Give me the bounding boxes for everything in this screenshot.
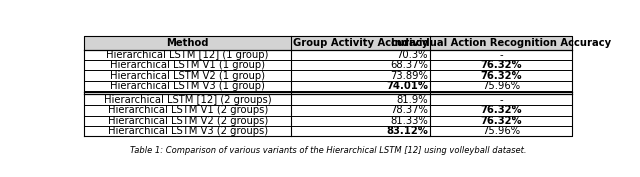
Text: 73.89%: 73.89%: [390, 71, 428, 81]
Text: 78.37%: 78.37%: [390, 105, 428, 115]
Text: Hierarchical LSTM [12] (1 group): Hierarchical LSTM [12] (1 group): [106, 50, 269, 60]
Text: 76.32%: 76.32%: [481, 116, 522, 126]
Text: 75.96%: 75.96%: [482, 126, 520, 136]
Text: Hierarchical LSTM V2 (1 group): Hierarchical LSTM V2 (1 group): [110, 71, 265, 81]
Text: Hierarchical LSTM [12] (2 groups): Hierarchical LSTM [12] (2 groups): [104, 95, 271, 105]
Text: Hierarchical LSTM V1 (1 group): Hierarchical LSTM V1 (1 group): [110, 60, 265, 70]
Text: 74.01%: 74.01%: [386, 81, 428, 91]
Text: -: -: [499, 95, 503, 105]
Text: Hierarchical LSTM V2 (2 groups): Hierarchical LSTM V2 (2 groups): [108, 116, 268, 126]
Text: 76.32%: 76.32%: [481, 105, 522, 115]
Text: Method: Method: [166, 38, 209, 48]
Text: Hierarchical LSTM V3 (1 group): Hierarchical LSTM V3 (1 group): [110, 81, 265, 91]
Text: 81.33%: 81.33%: [390, 116, 428, 126]
Text: 76.32%: 76.32%: [481, 71, 522, 81]
Text: Hierarchical LSTM V1 (2 groups): Hierarchical LSTM V1 (2 groups): [108, 105, 268, 115]
Text: 76.32%: 76.32%: [481, 60, 522, 70]
Text: Individual Action Recognition Accuracy: Individual Action Recognition Accuracy: [391, 38, 611, 48]
Text: 81.9%: 81.9%: [396, 95, 428, 105]
Text: -: -: [499, 50, 503, 60]
Text: 75.96%: 75.96%: [482, 81, 520, 91]
Text: Hierarchical LSTM V3 (2 groups): Hierarchical LSTM V3 (2 groups): [108, 126, 268, 136]
Text: 70.3%: 70.3%: [397, 50, 428, 60]
Text: 83.12%: 83.12%: [386, 126, 428, 136]
Bar: [84, 36, 572, 50]
Text: 68.37%: 68.37%: [390, 60, 428, 70]
Text: Table 1: Comparison of various variants of the Hierarchical LSTM [12] using voll: Table 1: Comparison of various variants …: [130, 145, 526, 155]
Text: Group Activity Accuracy: Group Activity Accuracy: [293, 38, 429, 48]
